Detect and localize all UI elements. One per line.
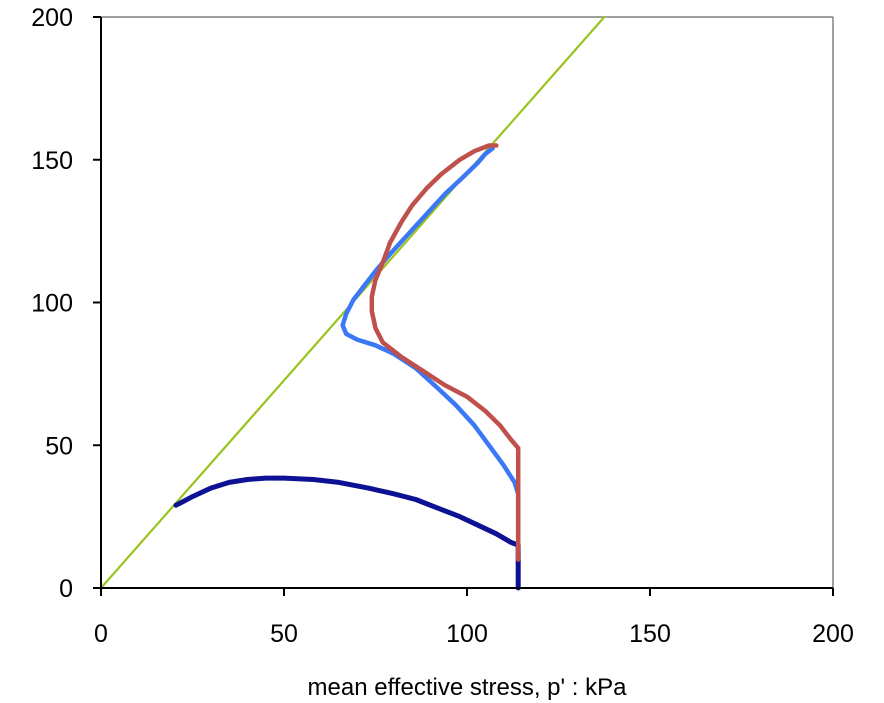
- y-tick-label: 100: [31, 290, 73, 318]
- y-axis-ticks: [93, 16, 101, 589]
- x-tick-labels: 0 50 100 150 200: [94, 620, 854, 648]
- y-tick-label: 150: [31, 147, 73, 175]
- y-tick-labels: 0 50 100 150 200: [31, 4, 73, 603]
- x-tick-label: 100: [446, 620, 488, 648]
- series-line-dark-blue: [173, 475, 521, 591]
- series-layer: [99, 15, 606, 591]
- y-tick-label: 50: [45, 432, 73, 460]
- x-axis-title: mean effective stress, p' : kPa: [308, 674, 628, 701]
- x-axis-ticks: [100, 588, 834, 596]
- x-tick-label: 0: [94, 620, 108, 648]
- y-tick-label: 200: [31, 4, 73, 32]
- x-tick-label: 50: [270, 620, 298, 648]
- plot-frame: [101, 16, 834, 588]
- axes: [100, 17, 833, 589]
- series-line-red: [369, 143, 521, 562]
- x-tick-label: 200: [812, 620, 854, 648]
- x-tick-label: 150: [629, 620, 671, 648]
- series-line-light-blue: [340, 146, 521, 554]
- y-tick-label: 0: [59, 575, 73, 603]
